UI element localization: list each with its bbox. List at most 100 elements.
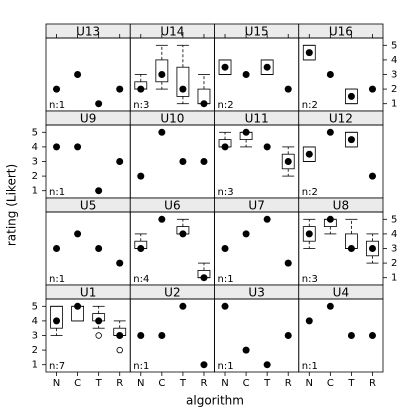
panel-title: U6 <box>164 199 180 213</box>
median-dot <box>158 215 166 223</box>
y-tick-label: 2 <box>32 171 38 182</box>
outlier <box>95 332 102 339</box>
median-dot <box>74 71 82 78</box>
y-tick-label: 2 <box>391 84 397 95</box>
median-dot <box>116 85 124 93</box>
median-dot <box>368 332 376 339</box>
median-dot <box>137 245 145 252</box>
box <box>218 59 232 75</box>
x-tick-label: R <box>116 378 123 389</box>
box <box>176 66 190 97</box>
panel-title: U12 <box>329 112 353 126</box>
median-dot <box>368 85 376 93</box>
median-dot <box>158 128 166 136</box>
box <box>345 131 358 148</box>
median-dot <box>242 71 250 78</box>
median-dot <box>263 215 271 223</box>
median-dot <box>242 128 250 136</box>
x-tick-label: T <box>347 378 355 389</box>
n-label: n:1 <box>218 274 234 285</box>
median-dot <box>284 85 292 93</box>
median-dot <box>368 172 376 180</box>
median-dot <box>200 100 208 108</box>
median-dot <box>179 302 187 310</box>
median-dot <box>242 346 250 354</box>
x-axis-label: algorithm <box>186 394 244 408</box>
panel-title: U7 <box>248 199 264 213</box>
panel <box>298 298 384 373</box>
y-tick-label: 3 <box>32 331 38 342</box>
y-tick-label: 1 <box>32 186 38 197</box>
x-tick-label: N <box>53 378 60 389</box>
n-label: n:7 <box>49 361 65 372</box>
y-axis-label: rating (Likert) <box>5 164 19 246</box>
median-dot <box>200 158 208 165</box>
panel-title: U5 <box>80 199 96 213</box>
x-tick-label: T <box>95 378 103 389</box>
panel-title: U8 <box>333 199 349 213</box>
median-dot <box>200 361 208 369</box>
median-dot <box>263 143 271 151</box>
n-label: n:1 <box>218 361 234 372</box>
median-dot <box>284 158 292 165</box>
x-tick-label: R <box>285 378 292 389</box>
x-tick-label: R <box>200 378 207 389</box>
median-dot <box>53 317 61 325</box>
panel-title: U4 <box>333 286 349 300</box>
x-tick-label: T <box>179 378 187 389</box>
box <box>50 305 63 329</box>
median-dot <box>74 230 82 238</box>
y-tick-label: 5 <box>32 301 38 312</box>
median-dot <box>326 302 334 310</box>
panel-title: U3 <box>248 286 264 300</box>
median-dot <box>284 259 292 267</box>
median-dot <box>221 143 229 151</box>
y-tick-label: 4 <box>391 55 397 66</box>
y-tick-label: 5 <box>391 40 397 51</box>
y-tick-label: 1 <box>32 360 38 371</box>
median-dot <box>137 332 145 339</box>
box <box>366 240 379 257</box>
median-dot <box>347 332 355 339</box>
panel-title: U11 <box>245 112 269 126</box>
median-dot <box>179 230 187 238</box>
y-tick-label: 5 <box>32 127 38 138</box>
median-dot <box>116 259 124 267</box>
panel-title: U16 <box>329 25 353 39</box>
panel-title: U10 <box>160 112 184 126</box>
x-tick-label: C <box>74 378 81 389</box>
n-label: n:4 <box>133 274 149 285</box>
median-dot <box>305 317 313 325</box>
median-dot <box>326 128 334 136</box>
n-label: n:1 <box>49 100 65 111</box>
box <box>345 88 358 105</box>
median-dot <box>158 71 166 78</box>
median-dot <box>347 92 355 100</box>
median-dot <box>305 49 313 57</box>
median-dot <box>263 63 271 71</box>
box <box>302 226 316 242</box>
panel-title: U9 <box>80 112 96 126</box>
median-dot <box>137 85 145 93</box>
x-tick-label: N <box>306 378 313 389</box>
median-dot <box>53 85 61 93</box>
median-dot <box>347 136 355 144</box>
median-dot <box>368 245 376 252</box>
median-dot <box>326 71 334 78</box>
y-tick-label: 4 <box>32 316 38 327</box>
median-dot <box>221 245 229 252</box>
n-label: n:3 <box>133 100 149 111</box>
median-dot <box>53 143 61 151</box>
median-dot <box>284 332 292 339</box>
n-label: n:1 <box>133 361 149 372</box>
median-dot <box>263 361 271 369</box>
median-dot <box>137 172 145 180</box>
median-dot <box>221 63 229 71</box>
n-label: n:2 <box>302 187 318 198</box>
median-dot <box>74 143 82 151</box>
y-tick-label: 4 <box>391 229 397 240</box>
median-dot <box>95 245 103 252</box>
y-tick-label: 1 <box>391 99 397 110</box>
box <box>281 153 295 170</box>
